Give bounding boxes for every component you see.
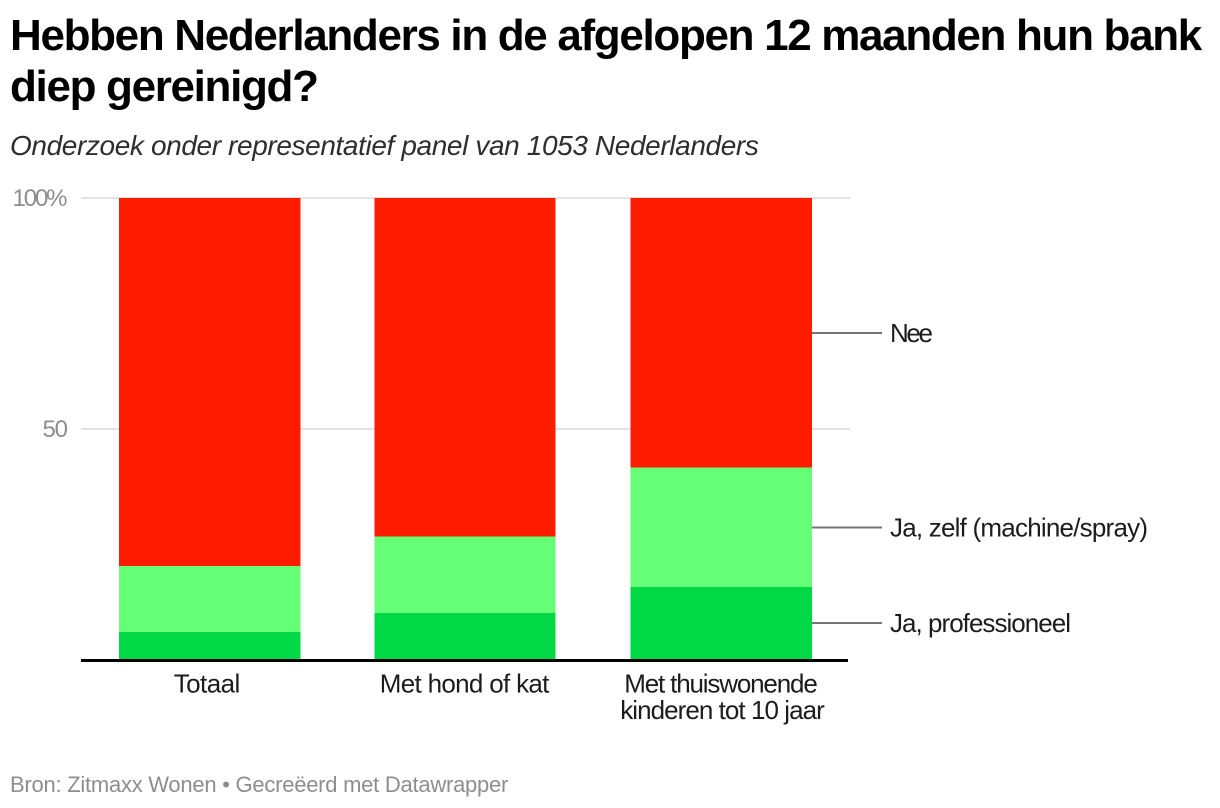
svg-text:Met thuiswonende: Met thuiswonende	[624, 669, 818, 699]
svg-text:Ja, zelf (machine/spray): Ja, zelf (machine/spray)	[890, 513, 1148, 543]
svg-text:Met hond of kat: Met hond of kat	[380, 669, 550, 699]
svg-text:Nee: Nee	[890, 318, 933, 348]
svg-text:kinderen tot 10 jaar: kinderen tot 10 jaar	[620, 695, 825, 725]
svg-text:50: 50	[43, 416, 69, 443]
svg-text:Totaal: Totaal	[174, 669, 241, 699]
svg-text:Ja, professioneel: Ja, professioneel	[890, 608, 1071, 638]
svg-text:100%: 100%	[13, 185, 68, 212]
